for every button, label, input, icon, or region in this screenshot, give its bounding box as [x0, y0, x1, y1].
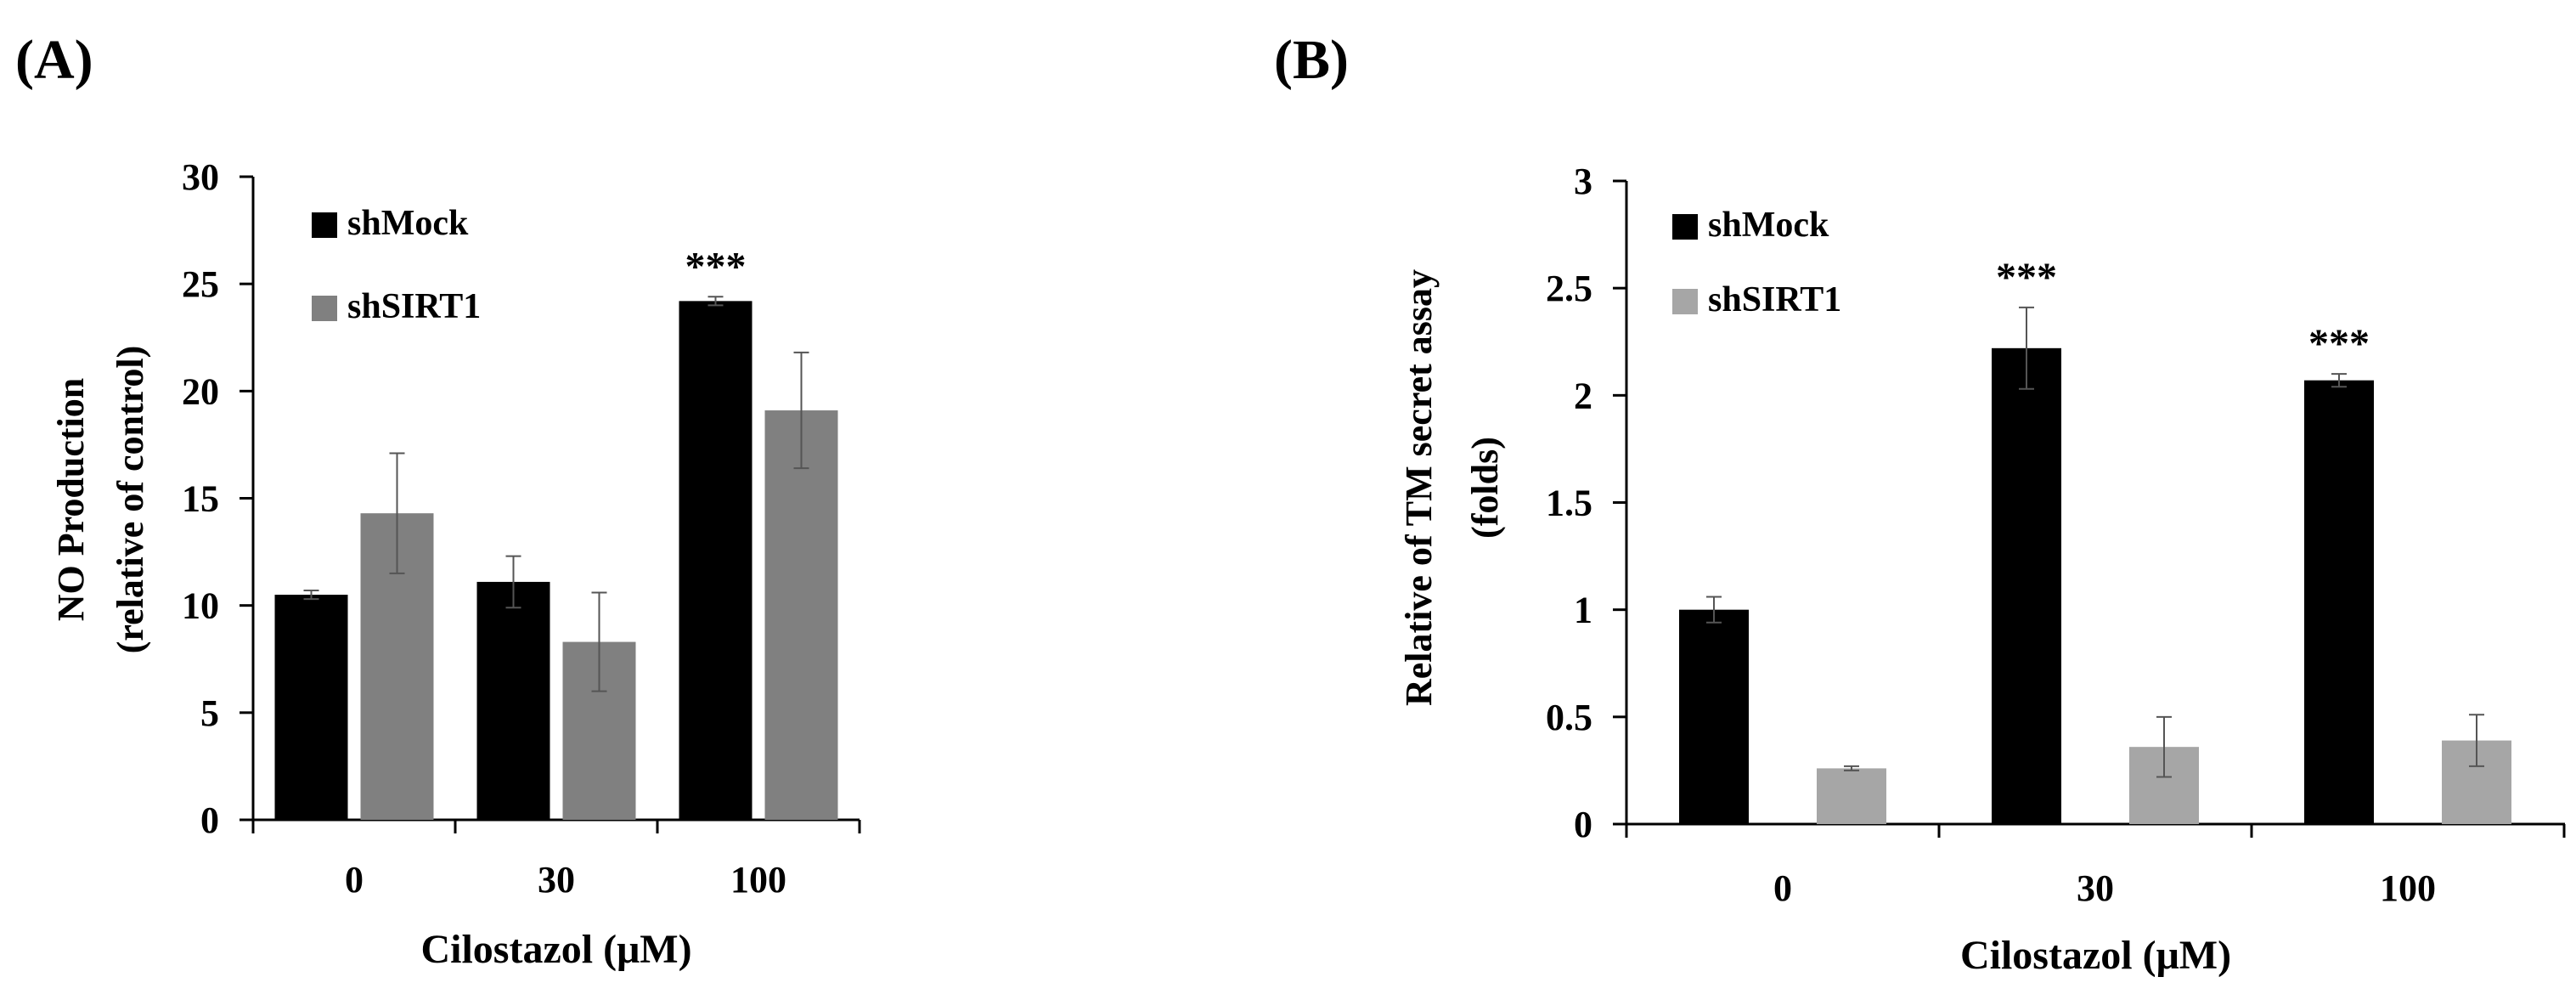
panel-a-y-axis-title: (relative of control) — [110, 346, 151, 653]
panel-a-y-tick-label: 5 — [200, 692, 219, 734]
panel-b-bar-shmock-100 — [2304, 380, 2374, 824]
panel-a-y-tick-label: 30 — [182, 156, 219, 198]
panel-b-legend-swatch — [1672, 289, 1698, 314]
panel-b-bar-shmock-30 — [1992, 347, 2061, 824]
panel-b-y-tick-label: 2.5 — [1546, 268, 1592, 309]
panel-a-bar-shmock-100 — [679, 301, 753, 820]
panel-a-legend-label: shSIRT1 — [347, 287, 481, 326]
panel-b-y-tick-label: 1.5 — [1546, 483, 1592, 524]
panel-b-y-tick-label: 2 — [1574, 375, 1592, 416]
panel-a-bar-shmock-30 — [476, 581, 550, 820]
panel-a-x-axis-title: Cilostazol (μM) — [420, 927, 691, 972]
panel-a-y-tick-label: 15 — [182, 478, 219, 520]
panel-b-x-tick-label: 100 — [2380, 867, 2436, 909]
panel-b-bar-shmock-0 — [1679, 609, 1749, 824]
panel-b-legend-label: shMock — [1708, 206, 1829, 245]
panel-b-x-tick-label: 0 — [1773, 867, 1792, 909]
panel-a-x-tick-label: 0 — [345, 859, 364, 901]
panel-a-legend-swatch — [312, 296, 337, 321]
panel-a-significance-marker: *** — [685, 244, 747, 289]
panel-b-significance-marker: *** — [2308, 321, 2370, 366]
panel-a-x-tick-label: 30 — [538, 859, 575, 901]
panel-b-chart: (B)00.511.522.530 30***100***shMockshSIRT… — [1274, 29, 2566, 978]
panel-b-y-tick-label: 3 — [1574, 161, 1592, 202]
panel-a-y-tick-label: 25 — [182, 263, 219, 305]
panel-a-chart: (A) 0 5 10 15 20 25 30 0 30 100 *** shMock shSIRT1 NO … — [15, 29, 861, 972]
panel-a-y-axis-title: NO Production — [50, 378, 92, 621]
panel-b-y-tick-label: 0 — [1574, 804, 1592, 845]
panel-b-legend-label: shSIRT1 — [1708, 280, 1841, 319]
panel-a-y-tick-label: 20 — [182, 370, 219, 412]
panel-b-x-axis-title: Cilostazol (μM) — [1960, 933, 2231, 978]
panel-a-y-tick-label: 10 — [182, 585, 219, 627]
panel-b-bar-shsirt1-0 — [1817, 768, 1886, 824]
panel-b-label: (B) — [1274, 29, 1349, 91]
panel-b-significance-marker: *** — [1996, 255, 2057, 300]
panel-a-y-tick-label: 0 — [200, 799, 219, 841]
panel-b-y-tick-label: 1 — [1574, 590, 1592, 631]
panel-b-legend-swatch — [1672, 214, 1698, 240]
panel-a-bar-shmock-0 — [274, 595, 348, 820]
panel-a-label: (A) — [15, 29, 93, 91]
panel-a-x-tick-label: 100 — [730, 859, 786, 901]
panel-b-y-axis-title: Relative of TM secret assay — [1398, 269, 1440, 706]
panel-a-legend-label: shMock — [347, 204, 469, 243]
panel-b-x-tick-label: 30 — [2077, 867, 2114, 909]
panel-b-y-axis-title: (folds) — [1464, 437, 1506, 539]
panel-b-y-tick-label: 0.5 — [1546, 697, 1592, 738]
panel-a-bar-shsirt1-100 — [764, 410, 838, 820]
panel-a-legend-swatch — [312, 212, 337, 238]
